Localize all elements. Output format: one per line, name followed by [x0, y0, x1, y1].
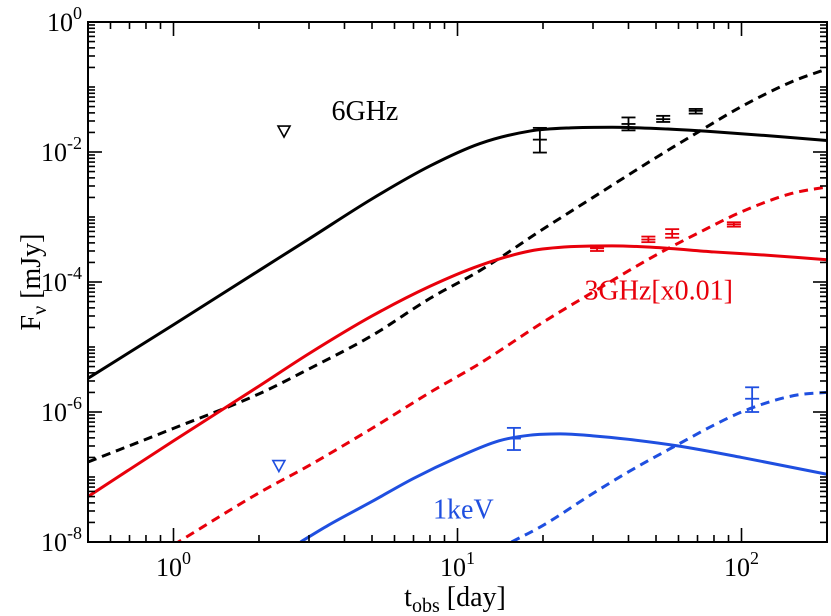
3ghz-errorbar-4	[726, 221, 741, 228]
6ghz-errorbar-1	[532, 126, 547, 154]
y-tick-exponent: -8	[67, 523, 82, 543]
y-tick-base: 10	[41, 138, 67, 167]
plot-frame	[87, 21, 828, 543]
6ghz-upper-limit	[276, 125, 292, 139]
label-3ghz: 3GHz[x0.01]	[584, 276, 733, 307]
y-tick-exponent: -4	[67, 263, 82, 283]
y-tick-exponent: -2	[67, 133, 82, 153]
x-tick-base: 10	[156, 553, 182, 582]
y-tick-base: 10	[47, 8, 73, 37]
points-layer	[271, 108, 760, 474]
series-layer	[88, 67, 827, 542]
x-tick-base: 10	[724, 553, 750, 582]
y-tick-label: 100	[47, 3, 82, 37]
y-tick-base: 10	[41, 528, 67, 557]
series-line-3	[175, 185, 827, 542]
y-tick-base: 10	[41, 268, 67, 297]
1kev-errorbar-1	[506, 426, 521, 451]
6ghz-errorbar-2	[621, 116, 636, 132]
6ghz-errorbar-4	[688, 108, 703, 115]
x-tick-exponent: 1	[466, 548, 475, 568]
y-tick-exponent: 0	[73, 3, 82, 23]
labels-layer: 100 101 10210-810-610-410-21006GHz3GHz[x0.…	[41, 3, 759, 582]
x-tick-label: 102	[724, 548, 759, 582]
3ghz-errorbar-3	[665, 228, 680, 239]
x-tick-label: 101	[440, 548, 475, 582]
series-line-5	[510, 390, 827, 542]
x-tick-base: 10	[440, 553, 466, 582]
upper-limit-triangle	[276, 125, 292, 139]
1kev-upper-limit	[271, 459, 287, 474]
3ghz-errorbar-1	[590, 244, 605, 252]
series-line-2	[88, 244, 827, 498]
y-tick-label: 10-8	[41, 523, 82, 557]
x-tick-exponent: 0	[182, 548, 191, 568]
y-tick-exponent: -6	[67, 393, 82, 413]
x-tick-label: 100	[156, 548, 191, 582]
y-tick-label: 10-4	[41, 263, 82, 297]
y-tick-base: 10	[41, 398, 67, 427]
x-axis-label: tobs [day]	[404, 582, 506, 616]
1kev-errorbar-2	[745, 386, 760, 413]
y-tick-label: 10-2	[41, 133, 82, 167]
6ghz-errorbar-3	[656, 114, 671, 123]
3ghz-errorbar-2	[641, 235, 656, 244]
y-tick-label: 10-6	[41, 393, 82, 427]
ticks-layer	[87, 21, 828, 543]
label-1kev: 1keV	[433, 494, 494, 525]
x-tick-exponent: 2	[750, 548, 759, 568]
label-6ghz: 6GHz	[331, 96, 398, 127]
y-axis-label: Fν [mJy]	[16, 234, 51, 331]
series-line-4	[299, 432, 827, 542]
upper-limit-triangle	[271, 459, 287, 474]
